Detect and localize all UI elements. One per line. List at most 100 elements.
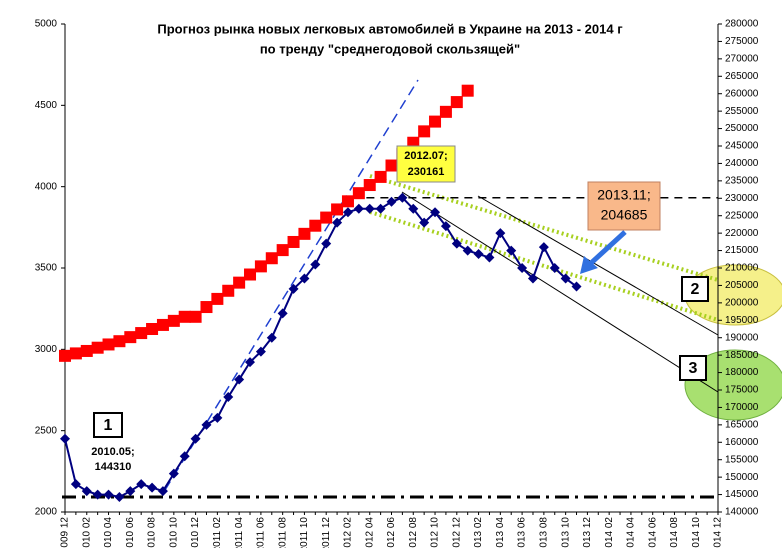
x-tick-label: 2010 12 (190, 517, 201, 548)
annotation: 144310 (95, 461, 132, 473)
marker (374, 170, 387, 183)
marker (113, 335, 126, 348)
marker (375, 203, 386, 214)
marker (233, 276, 246, 289)
marker (157, 486, 168, 497)
marker (81, 486, 92, 497)
y2-tick-label: 180000 (725, 367, 759, 378)
marker (201, 419, 212, 430)
marker (266, 332, 277, 343)
marker (462, 245, 473, 256)
x-tick-label: 2014 06 (647, 517, 658, 548)
x-tick-label: 2010 04 (103, 517, 114, 548)
marker (147, 482, 158, 493)
box (679, 355, 707, 381)
annotation: 3 (689, 360, 698, 377)
marker (397, 192, 408, 203)
y2-tick-label: 235000 (725, 175, 759, 186)
marker (189, 310, 202, 323)
y2-tick-label: 275000 (725, 36, 759, 47)
y-tick-label: 5000 (35, 19, 58, 30)
x-tick-label: 2012 08 (408, 517, 419, 548)
y2-tick-label: 230000 (725, 193, 759, 204)
x-tick-label: 2014 04 (626, 517, 637, 548)
channel-upper (369, 174, 719, 282)
x-tick-label: 2012 10 (430, 517, 441, 548)
marker (429, 115, 442, 128)
marker (299, 273, 310, 284)
marker (245, 357, 256, 368)
marker (352, 187, 365, 200)
marker (255, 346, 266, 357)
y-tick-label: 4500 (35, 100, 58, 111)
y2-tick-label: 250000 (725, 123, 759, 134)
marker (341, 195, 354, 208)
marker (168, 468, 179, 479)
label-box (587, 181, 661, 231)
x-tick-label: 2011 02 (212, 517, 223, 548)
marker (287, 235, 300, 248)
annotation: 2013.11; (597, 187, 650, 203)
marker (146, 323, 159, 335)
x-tick-label: 2011 04 (234, 517, 245, 548)
marker (385, 159, 398, 172)
marker (135, 327, 148, 340)
marker (418, 125, 431, 138)
marker (298, 227, 311, 240)
plot: 2000 2500 3000 3500 4000 4500 5000 140000 145000… (35, 19, 759, 548)
arrow (588, 230, 627, 266)
marker (549, 263, 560, 273)
y2-tick-label: 195000 (725, 315, 759, 326)
marker (461, 84, 474, 97)
marker (310, 259, 321, 270)
annotations: 1 2 3 2010.05; 144310 2012.07; 230161 20… (91, 145, 709, 473)
y2-tick-label: 200000 (725, 297, 759, 308)
y2-tick-label: 190000 (725, 332, 759, 343)
marker (440, 221, 451, 232)
marker (70, 479, 81, 490)
y-tick-label: 4000 (35, 181, 58, 192)
x-tick-label: 2013 10 (560, 517, 571, 548)
marker (363, 179, 376, 192)
y2-tick-label: 150000 (725, 472, 759, 483)
x-tick-label: 2011 12 (321, 517, 332, 548)
marker (450, 96, 463, 109)
y2-tick-label: 140000 (725, 507, 759, 518)
ellipse-3 (684, 349, 782, 421)
label-box (396, 145, 456, 183)
decor (164, 79, 782, 491)
y-tick-label: 3500 (35, 263, 58, 274)
marker (408, 203, 419, 214)
marker (265, 252, 278, 265)
marker (439, 105, 452, 118)
x-tick-label: 2011 08 (277, 517, 288, 548)
marker (386, 196, 397, 207)
marker (200, 301, 213, 314)
marker (473, 249, 484, 260)
marker (321, 238, 332, 249)
y2-tick-label: 205000 (725, 280, 759, 291)
marker (92, 489, 103, 500)
marker (364, 203, 375, 214)
annotation: 204685 (601, 207, 648, 223)
marker (103, 489, 114, 500)
y2-tick-label: 215000 (725, 245, 759, 256)
marker (484, 252, 495, 263)
arrow-head (580, 256, 598, 274)
y-tick-label: 3000 (35, 344, 58, 355)
x-tick-label: 2013 02 (473, 517, 484, 548)
marker (124, 331, 137, 344)
y2-tick-label: 265000 (725, 71, 759, 82)
marker (211, 292, 224, 305)
marker (244, 268, 257, 281)
marker (114, 491, 125, 502)
marker (451, 238, 462, 249)
y2-tick-label: 170000 (725, 402, 759, 413)
x-tick-label: 2012 12 (451, 517, 462, 548)
marker (571, 281, 582, 292)
marker (156, 318, 169, 331)
box (93, 412, 123, 438)
annotation: 2010.05; (91, 446, 134, 458)
